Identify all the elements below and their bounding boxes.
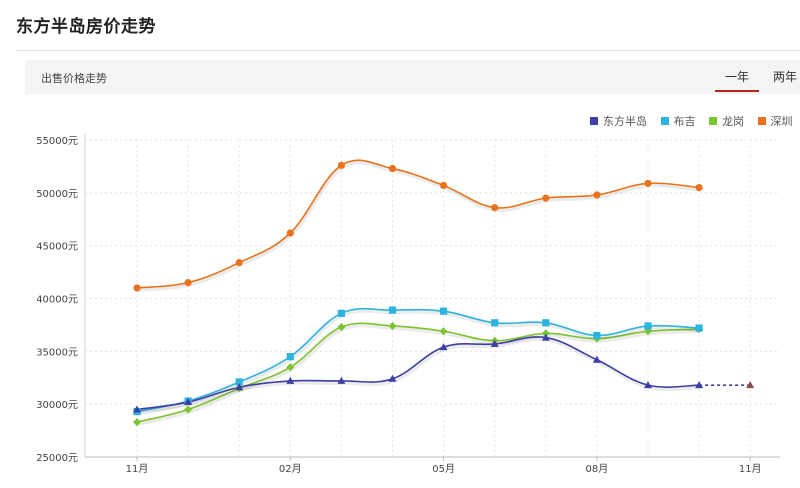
legend-swatch-icon [757, 117, 766, 125]
legend-swatch-icon [709, 117, 717, 125]
data-point-triangle [184, 398, 193, 406]
data-point-triangle [439, 343, 448, 351]
data-point-diamond [388, 321, 397, 330]
x-tick-label: 11月 [126, 463, 149, 475]
data-point-triangle [746, 381, 755, 389]
data-point-circle [542, 194, 550, 202]
y-tick-label: 35000元 [36, 347, 78, 358]
y-tick-label: 50000元 [36, 189, 78, 200]
legend-swatch-icon [590, 117, 598, 125]
data-point-circle [695, 183, 703, 192]
data-point-square [593, 331, 601, 340]
data-point-circle [133, 284, 141, 292]
x-tick-label: 02月 [279, 463, 302, 475]
y-tick-label: 30000元 [36, 400, 78, 411]
data-point-circle [593, 191, 601, 199]
legend-item-longgang[interactable]: 龙岗 [709, 113, 744, 129]
data-point-square [491, 319, 499, 327]
series-shadow [137, 323, 701, 427]
data-point-triangle [644, 381, 652, 389]
legend-label: 龙岗 [722, 115, 744, 128]
y-tick-label: 25000元 [36, 453, 78, 464]
page-title: 东方半岛房价走势 [16, 17, 156, 37]
data-point-square [337, 309, 345, 317]
legend-item-buji[interactable]: 布吉 [660, 113, 696, 129]
legend-item-dongfang[interactable]: 东方半岛 [590, 113, 647, 129]
axes: 25000元 30000元 35000元 40000元 45000元 50000元 5500… [36, 134, 780, 475]
data-point-square [542, 319, 550, 327]
y-tick-label: 45000元 [36, 242, 78, 253]
data-point-triangle [541, 333, 550, 341]
x-tick-label: 08月 [586, 463, 609, 475]
title-divider [16, 50, 800, 51]
series-line [136, 336, 700, 411]
data-point-circle [644, 179, 652, 187]
series-lines [136, 159, 751, 427]
data-point-triangle [286, 376, 295, 384]
data-point-diamond [337, 323, 346, 332]
data-point-circle [491, 204, 499, 212]
data-point-triangle [133, 405, 141, 413]
chart-legend: 东方半岛 布吉 龙岗 深圳 [590, 113, 800, 129]
data-point-circle [440, 181, 448, 190]
legend-item-shenzhen[interactable]: 深圳 [757, 113, 793, 129]
data-point-diamond [439, 327, 448, 336]
legend-label: 东方半岛 [603, 115, 647, 128]
series-shadow [137, 336, 701, 414]
tab-two-years[interactable]: 两年 [773, 70, 798, 84]
data-point-triangle [388, 374, 397, 382]
data-point-triangle [695, 381, 704, 389]
data-point-square [286, 353, 294, 361]
data-point-triangle [337, 376, 346, 384]
legend-swatch-icon [660, 117, 669, 125]
data-point-square [695, 324, 703, 332]
data-point-circle [286, 229, 294, 237]
data-point-square [440, 307, 448, 315]
section-label: 出售价格走势 [41, 72, 107, 85]
tab-one-year[interactable]: 一年 [714, 70, 760, 92]
y-tick-label: 55000元 [36, 136, 78, 147]
series-markers [133, 161, 755, 427]
legend-label: 深圳 [770, 115, 793, 128]
x-tick-label: 05月 [432, 463, 455, 475]
data-point-square [388, 306, 397, 314]
data-point-diamond [184, 405, 193, 414]
y-tick-label: 40000元 [36, 295, 78, 306]
data-point-diamond [133, 418, 141, 427]
data-point-circle [184, 279, 192, 287]
data-point-square [644, 322, 652, 330]
tab-bar: 出售价格走势 一年 两年 [25, 60, 800, 94]
data-point-circle [337, 161, 345, 169]
legend-label: 布吉 [673, 115, 696, 128]
data-point-triangle [490, 339, 499, 347]
data-point-diamond [286, 363, 295, 372]
data-point-circle [388, 164, 397, 173]
data-point-square [235, 378, 243, 386]
data-point-triangle [235, 383, 244, 391]
x-tick-label: 11月 [739, 463, 762, 475]
data-point-circle [235, 258, 243, 267]
data-point-diamond [541, 329, 550, 338]
data-point-triangle [592, 355, 601, 363]
